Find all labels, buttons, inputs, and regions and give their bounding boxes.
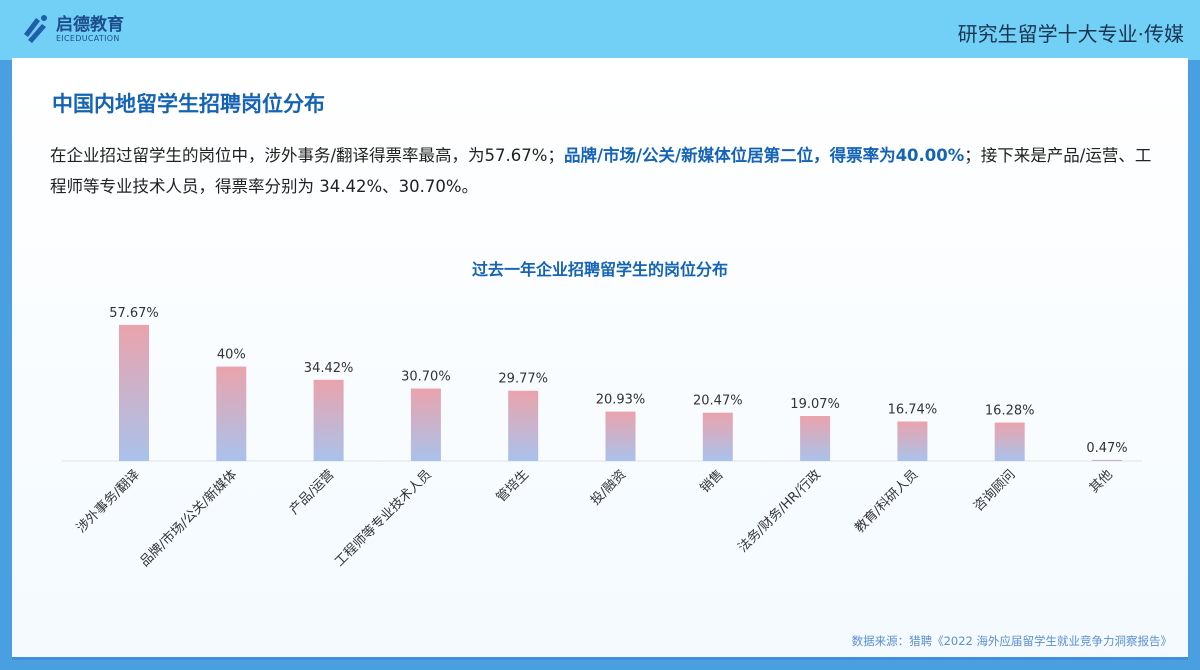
- category-label: 产品/运营: [287, 467, 337, 517]
- logo-subtext: EICEDUCATION: [56, 33, 120, 43]
- category-label: 销售: [697, 467, 727, 497]
- bar: [1092, 459, 1122, 461]
- category-label: 其他: [1087, 467, 1116, 496]
- data-label: 29.77%: [498, 372, 548, 387]
- chart-title: 过去一年企业招聘留学生的岗位分布: [471, 260, 728, 279]
- bar: [994, 422, 1025, 461]
- data-label: 16.28%: [985, 404, 1035, 419]
- category-label: 法务/财务/HR/行政: [735, 467, 824, 556]
- data-label: 19.07%: [790, 397, 840, 412]
- paragraph-highlight: 品牌/市场/公关/新媒体位居第二位，得票率为40.00%: [563, 146, 965, 165]
- header-band: 启德教育 EICEDUCATION 研究生留学十大专业·传媒: [0, 0, 1200, 60]
- category-label: 管培生: [493, 467, 532, 506]
- bar: [702, 412, 733, 461]
- category-label: 品牌/市场/公关/新媒体: [137, 467, 240, 570]
- logo-icon: [24, 15, 47, 43]
- bar: [897, 421, 928, 461]
- category-label: 投/融资: [587, 467, 629, 509]
- logo-text: 启德教育: [56, 14, 124, 35]
- content-card: 中国内地留学生招聘岗位分布 在企业招过留学生的岗位中，涉外事务/翻译得票率最高，…: [12, 58, 1188, 660]
- summary-paragraph: 在企业招过留学生的岗位中，涉外事务/翻译得票率最高，为57.67%；品牌/市场/…: [50, 140, 1160, 202]
- bar: [605, 411, 636, 461]
- header-title: 研究生留学十大专业·传媒: [957, 22, 1184, 46]
- bar: [800, 415, 831, 461]
- data-label: 57.67%: [109, 306, 159, 321]
- data-label: 20.93%: [596, 393, 646, 408]
- bar-chart: 57.67% 涉外事务/翻译 40% 品牌/市场/公关/新媒体 34.42% 产品/运营 3…: [62, 306, 1142, 570]
- bar: [216, 366, 247, 461]
- bar: [119, 324, 149, 461]
- data-label: 20.47%: [693, 394, 743, 409]
- category-label: 咨询顾问: [971, 467, 1018, 514]
- category-label: 涉外事务/翻译: [73, 467, 143, 537]
- data-label: 16.74%: [888, 402, 938, 417]
- paragraph-text: ；接下来是产品/运营、工程师等专业技术人员，得票率分别为 34.42%、30.7…: [50, 146, 1152, 196]
- data-label: 0.47%: [1086, 441, 1127, 456]
- data-label: 34.42%: [304, 361, 354, 376]
- data-label: 30.70%: [401, 370, 451, 385]
- data-source: 数据来源：猎聘《2022 海外应届留学生就业竞争力洞察报告》: [851, 634, 1172, 648]
- bar: [410, 388, 441, 461]
- category-label: 工程师等专业技术人员: [331, 467, 434, 570]
- bar: [508, 390, 539, 461]
- section-title: 中国内地留学生招聘岗位分布: [52, 92, 325, 116]
- category-label: 教育/科研人员: [852, 467, 922, 537]
- data-label: 40%: [217, 348, 246, 363]
- logo: 启德教育 EICEDUCATION: [18, 12, 124, 46]
- bar: [313, 379, 344, 461]
- paragraph-text: 在企业招过留学生的岗位中，涉外事务/翻译得票率最高，为57.67%；: [50, 146, 564, 165]
